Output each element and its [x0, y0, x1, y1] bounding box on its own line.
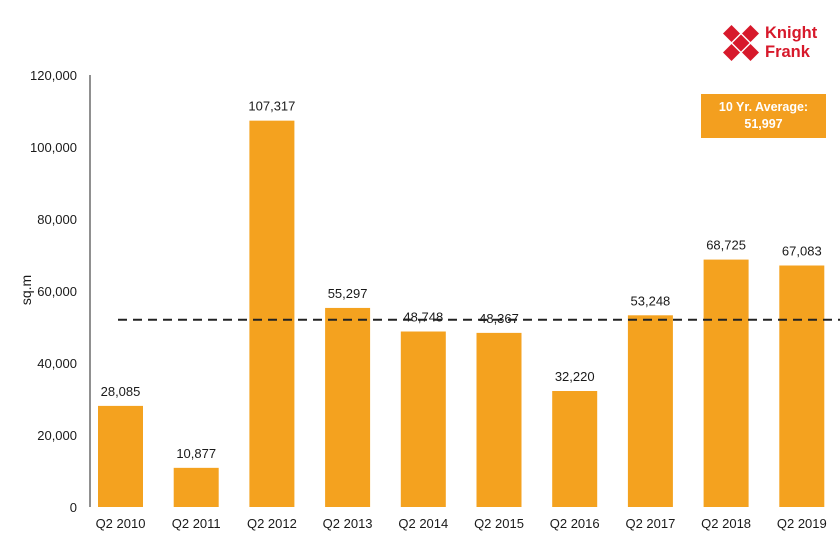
bar-q2-2014: [400, 331, 446, 507]
x-tick-labels-group: Q2 2010 Q2 2011 Q2 2012 Q2 2013 Q2 2014 Q2 20…: [96, 516, 827, 531]
x-tick-label: Q2 2012: [247, 516, 297, 531]
logo-mark-icon: [723, 25, 759, 61]
bar-q2-2012: [249, 120, 295, 507]
data-label: 32,220: [555, 369, 595, 384]
data-label: 55,297: [328, 286, 368, 301]
y-tick-label: 40,000: [37, 356, 77, 371]
bars-group: [98, 120, 825, 507]
x-tick-label: Q2 2014: [398, 516, 448, 531]
x-tick-label: Q2 2017: [625, 516, 675, 531]
logo-diamond-0: [723, 25, 740, 42]
data-label: 28,085: [101, 384, 141, 399]
bar-q2-2018: [703, 259, 749, 507]
bar-q2-2011: [173, 467, 219, 507]
data-label: 53,248: [631, 293, 671, 308]
y-tick-label: 0: [70, 500, 77, 515]
data-label: 48,367: [479, 311, 519, 326]
average-callout-box: 10 Yr. Average: 51,997: [701, 94, 826, 138]
bar-q2-2015: [476, 332, 522, 507]
data-label: 107,317: [248, 99, 295, 114]
bar-q2-2010: [98, 405, 143, 507]
bar-q2-2013: [325, 307, 371, 507]
bar-q2-2017: [627, 315, 673, 507]
x-tick-label: Q2 2013: [323, 516, 373, 531]
data-label: 10,877: [176, 446, 216, 461]
y-tick-label: 20,000: [37, 428, 77, 443]
logo-text-line2: Frank: [765, 43, 810, 61]
knight-frank-logo: Knight Frank: [722, 22, 832, 66]
bar-q2-2019: [779, 265, 825, 507]
x-tick-label: Q2 2016: [550, 516, 600, 531]
data-labels-group: 28,085 10,877 107,317 55,297 48,748 48,367 32,…: [101, 99, 822, 461]
y-tick-label: 80,000: [37, 212, 77, 227]
data-label: 48,748: [403, 310, 443, 325]
y-tick-label: 60,000: [37, 284, 77, 299]
data-label: 67,083: [782, 244, 822, 259]
logo-diamond-1: [742, 25, 759, 42]
logo-text-line1: Knight: [765, 24, 818, 42]
x-tick-label: Q2 2015: [474, 516, 524, 531]
logo-diamond-4: [732, 34, 750, 52]
logo-diamond-2: [723, 44, 740, 61]
x-tick-label: Q2 2018: [701, 516, 751, 531]
x-tick-label: Q2 2019: [777, 516, 827, 531]
data-label: 68,725: [706, 238, 746, 253]
y-tick-label: 120,000: [30, 68, 77, 83]
logo-wordmark: Knight Frank: [765, 24, 817, 62]
x-tick-label: Q2 2011: [172, 516, 221, 531]
y-axis-label: sq.m: [18, 275, 34, 305]
y-tick-label: 100,000: [30, 140, 77, 155]
bar-q2-2016: [552, 391, 598, 507]
logo-diamond-3: [742, 44, 759, 61]
y-tick-labels-group: 0 20,000 40,000 60,000 80,000 100,000 120,000: [30, 68, 77, 515]
average-callout-title: 10 Yr. Average:: [718, 100, 809, 114]
average-callout-value: 51,997: [744, 117, 783, 131]
x-tick-label: Q2 2010: [96, 516, 146, 531]
